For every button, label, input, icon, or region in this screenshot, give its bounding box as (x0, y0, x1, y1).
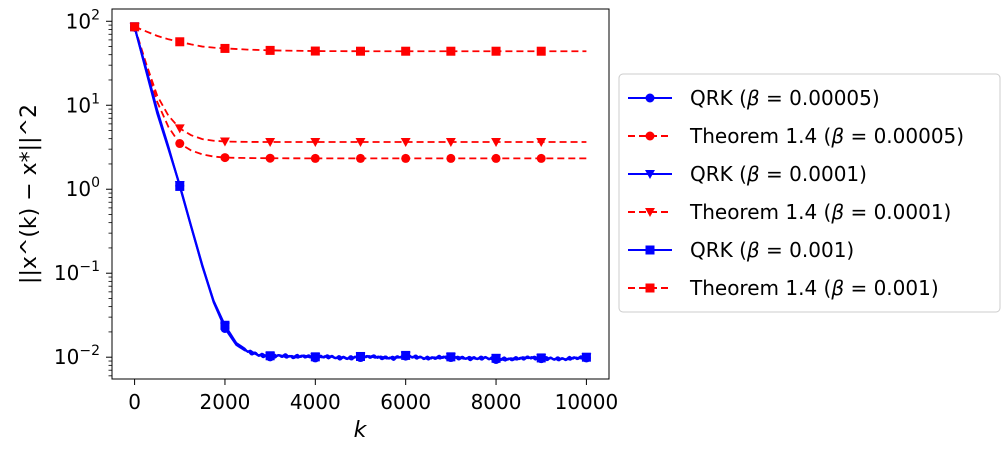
data-point (175, 181, 185, 191)
data-point (491, 46, 501, 56)
legend-marker (645, 207, 655, 217)
data-point (536, 353, 546, 363)
legend-item: Theorem 1.4 (β = 0.001) (628, 276, 939, 300)
x-tick-label: 6000 (380, 390, 431, 414)
data-point (130, 22, 140, 32)
data-point (310, 153, 320, 163)
y-tick-label: 10−2 (54, 343, 100, 369)
series-5 (130, 22, 591, 363)
legend-item: QRK (β = 0.00005) (628, 86, 880, 110)
legend-marker (645, 131, 655, 141)
y-axis-label: ||x^(k) − x*||^2 (17, 104, 42, 284)
legend-marker (645, 283, 655, 293)
series-line (133, 26, 588, 362)
data-point (356, 153, 365, 163)
data-point (491, 153, 501, 163)
data-point (356, 46, 365, 56)
data-point (401, 46, 411, 56)
legend-label: QRK (β = 0.00005) (690, 86, 880, 110)
legend-item: QRK (β = 0.001) (628, 238, 854, 262)
data-point (175, 139, 185, 149)
x-tick-label: 8000 (471, 390, 522, 414)
y-axis: 10−2 10−1 100 101 102 (54, 7, 112, 377)
series-line (133, 26, 587, 143)
data-point (446, 352, 456, 362)
data-point (310, 137, 321, 147)
data-point (355, 137, 366, 147)
x-axis-label: k (354, 418, 368, 443)
legend-label: QRK (β = 0.0001) (690, 162, 867, 186)
data-point (536, 46, 546, 56)
legend-marker (645, 169, 655, 179)
x-tick-label: 0 (128, 390, 141, 414)
data-point (446, 46, 456, 56)
series-line (133, 26, 588, 361)
data-point (491, 137, 501, 147)
data-point (265, 153, 275, 163)
data-point (491, 353, 501, 363)
series-2 (130, 22, 587, 163)
legend-label: Theorem 1.4 (β = 0.0001) (689, 200, 951, 224)
legend: QRK (β = 0.00005) Theorem 1.4 (β = 0.0000… (618, 73, 1001, 313)
data-point (265, 137, 276, 147)
y-tick-label: 101 (66, 91, 100, 117)
data-point (174, 124, 185, 134)
data-point (310, 352, 320, 362)
y-tick-label: 10−1 (54, 259, 100, 285)
data-point (220, 320, 230, 330)
data-point (401, 153, 411, 163)
data-point (310, 46, 320, 56)
legend-label: QRK (β = 0.001) (690, 238, 854, 262)
data-point (356, 351, 365, 361)
data-point (220, 43, 230, 53)
series-6 (130, 22, 587, 56)
series-line (134, 25, 587, 53)
data-point (175, 37, 185, 47)
series-line (133, 26, 587, 160)
y-tick-label: 102 (66, 7, 100, 33)
series-3 (129, 23, 592, 364)
legend-marker (645, 245, 655, 255)
series-line (133, 26, 587, 362)
series-layer (129, 22, 592, 364)
legend-box (618, 73, 1001, 313)
data-point (265, 351, 275, 361)
legend-marker (645, 93, 655, 103)
data-point (446, 153, 456, 163)
series-1 (130, 22, 591, 364)
data-point (401, 350, 411, 360)
series-4 (129, 22, 587, 147)
data-point (265, 45, 275, 55)
x-axis: 0 2000 4000 6000 8000 10000 (128, 379, 618, 414)
legend-item: QRK (β = 0.0001) (628, 162, 867, 186)
data-point (220, 137, 230, 147)
data-point (536, 153, 546, 163)
data-point (445, 137, 456, 147)
legend-item: Theorem 1.4 (β = 0.0001) (628, 200, 951, 224)
x-tick-label: 4000 (290, 390, 341, 414)
data-point (536, 137, 547, 147)
y-tick-label: 100 (66, 175, 100, 201)
plot-area (129, 22, 592, 364)
x-tick-label: 2000 (200, 390, 251, 414)
plot-frame (111, 8, 610, 380)
data-point (400, 137, 411, 147)
x-tick-label: 10000 (555, 390, 619, 414)
legend-label: Theorem 1.4 (β = 0.00005) (689, 124, 964, 148)
legend-label: Theorem 1.4 (β = 0.001) (689, 276, 939, 300)
data-point (220, 153, 230, 163)
data-point (581, 352, 591, 362)
legend-item: Theorem 1.4 (β = 0.00005) (628, 124, 964, 148)
